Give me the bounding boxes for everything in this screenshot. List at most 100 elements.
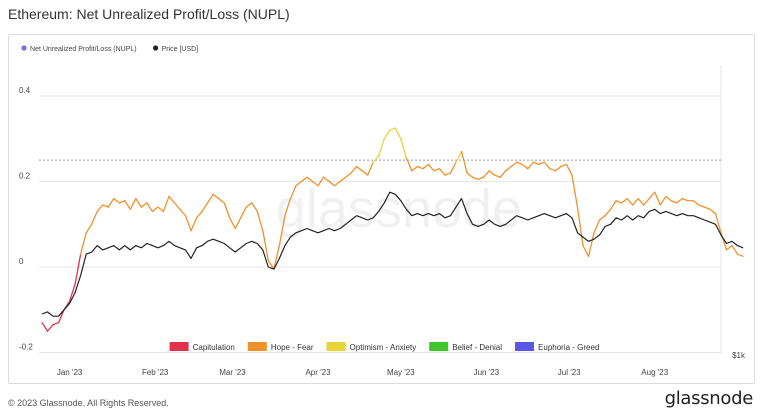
legend-label-1: Price [USD] <box>162 46 199 53</box>
nupl-segment <box>240 206 247 219</box>
nupl-segment <box>565 163 573 176</box>
nupl-segment <box>411 165 419 172</box>
nupl-segment <box>52 321 60 326</box>
nupl-segment <box>68 283 76 302</box>
grid <box>39 65 722 353</box>
nupl-segment <box>256 210 264 232</box>
x-tick-label: Apr '23 <box>305 368 331 377</box>
zone-legend-swatch <box>326 342 346 351</box>
nupl-segment <box>670 200 678 204</box>
nupl-segment <box>543 161 551 170</box>
nupl-segment <box>593 219 601 234</box>
nupl-segment <box>118 200 126 204</box>
copyright: © 2023 Glassnode. All Rights Reserved. <box>8 398 169 408</box>
nupl-segment <box>162 195 170 213</box>
nupl-segment <box>339 176 347 183</box>
nupl-segment <box>438 168 446 176</box>
nupl-segment <box>554 165 562 172</box>
legend-dot-0 <box>21 45 27 51</box>
nupl-segment <box>604 208 612 217</box>
nupl-segment <box>289 185 297 200</box>
nupl-segment <box>85 223 93 234</box>
nupl-segment <box>587 232 595 257</box>
nupl-segment <box>433 168 441 172</box>
zone-legend-swatch <box>247 342 267 351</box>
nupl-segment <box>46 324 54 332</box>
nupl-segment <box>494 174 501 178</box>
zone-legend-label: Hope - Fear <box>271 343 314 352</box>
y-axis: 0.4 0.2 0 -0.2 <box>19 86 33 352</box>
nupl-segment <box>703 206 711 210</box>
nupl-segment <box>262 230 269 262</box>
nupl-segment <box>218 197 225 204</box>
x-axis: Jan '23 Feb '23 Mar '23 Apr '23 May '23 Jun '… <box>57 368 669 377</box>
nupl-segment <box>659 195 667 206</box>
nupl-segment <box>471 176 479 181</box>
nupl-segment <box>482 170 490 178</box>
nupl-segment <box>698 204 706 208</box>
nupl-segment <box>736 253 744 257</box>
nupl-segment <box>317 176 325 187</box>
zone-legend-label: Capitulation <box>193 343 235 352</box>
nupl-segment <box>234 217 242 230</box>
nupl-segment <box>422 163 430 170</box>
nupl-segment <box>41 321 49 332</box>
nupl-segment <box>206 193 214 204</box>
nupl-segment <box>201 202 209 213</box>
nupl-segment <box>444 172 452 176</box>
nupl-segment <box>488 170 496 176</box>
x-tick-label: Jun '23 <box>474 368 500 377</box>
nupl-segment <box>389 127 396 131</box>
nupl-segment <box>549 168 557 172</box>
nupl-segment <box>168 195 176 204</box>
series-layer <box>41 127 744 332</box>
nupl-segment <box>322 176 330 183</box>
chart-card: Net Unrealized Profit/Loss (NUPL) Price [… <box>8 34 755 384</box>
top-legend[interactable]: Net Unrealized Profit/Loss (NUPL) Price [… <box>21 45 198 53</box>
nupl-segment <box>626 197 634 206</box>
nupl-segment <box>449 161 457 174</box>
nupl-segment <box>245 202 253 208</box>
nupl-segment <box>284 197 292 217</box>
nupl-segment <box>681 197 689 202</box>
nupl-segment <box>416 165 424 170</box>
nupl-segment <box>576 206 584 247</box>
legend-dot-1 <box>152 45 159 51</box>
watermark: glassnode <box>276 179 522 239</box>
x-tick-label: Feb '23 <box>142 368 169 377</box>
nupl-segment <box>582 244 590 257</box>
y-tick-label: -0.2 <box>19 343 33 352</box>
nupl-segment <box>676 197 684 204</box>
nupl-segment <box>400 138 407 159</box>
nupl-segment <box>124 200 131 210</box>
x-tick-label: Jan '23 <box>57 368 83 377</box>
nupl-segment <box>344 172 352 178</box>
nupl-segment <box>107 197 115 208</box>
nupl-segment <box>394 127 402 140</box>
zone-legend-label: Belief - Denial <box>452 343 502 352</box>
nupl-segment <box>350 165 358 174</box>
x-tick-label: Aug '23 <box>641 368 668 377</box>
nupl-segment <box>140 202 148 208</box>
zone-legend-label: Optimism - Anxiety <box>350 343 417 352</box>
x-tick-label: May '23 <box>387 368 415 377</box>
nupl-chart[interactable]: Net Unrealized Profit/Loss (NUPL) Price [… <box>9 35 754 383</box>
nupl-segment <box>295 180 303 187</box>
nupl-segment <box>195 210 203 219</box>
nupl-segment <box>460 150 468 174</box>
nupl-segment <box>367 161 374 176</box>
nupl-segment <box>91 210 98 225</box>
nupl-segment <box>333 180 341 187</box>
nupl-segment <box>477 176 485 181</box>
nupl-segment <box>427 163 435 172</box>
legend-label-0: Net Unrealized Profit/Loss (NUPL) <box>30 46 137 53</box>
nupl-segment <box>527 161 534 170</box>
zones-legend[interactable]: Capitulation Hope - Fear Optimism - Anxiet… <box>169 342 600 352</box>
nupl-segment <box>665 195 672 202</box>
nupl-segment <box>135 197 143 208</box>
x-tick-label: Mar '23 <box>219 368 246 377</box>
nupl-segment <box>102 204 109 208</box>
nupl-segment <box>521 163 529 170</box>
nupl-segment <box>223 202 231 219</box>
nupl-segment <box>510 161 518 168</box>
